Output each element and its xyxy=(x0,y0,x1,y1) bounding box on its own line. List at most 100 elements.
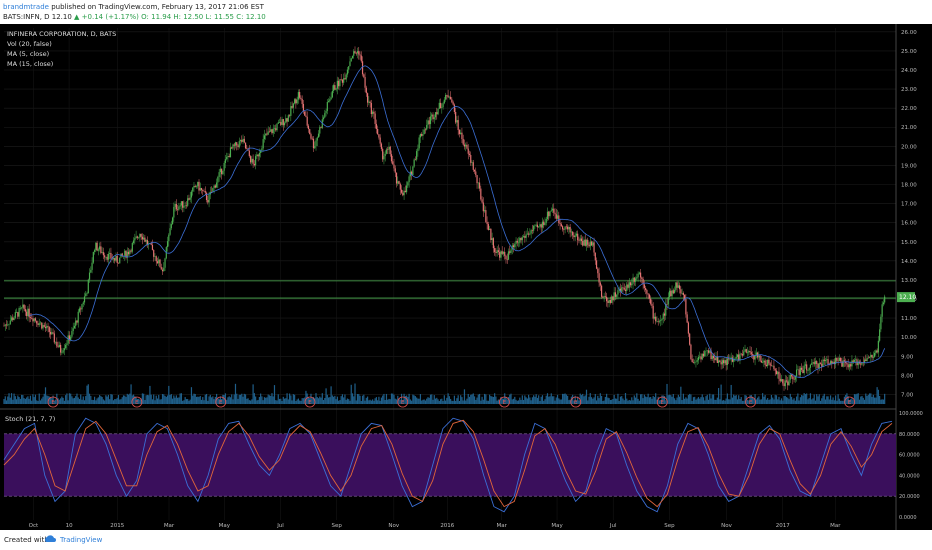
candle-body xyxy=(499,251,501,258)
volume-bar xyxy=(88,393,91,404)
candle-body xyxy=(578,240,580,241)
candle-body xyxy=(185,205,188,207)
candle-body xyxy=(719,360,721,363)
candle-body xyxy=(550,210,552,212)
candle-body xyxy=(51,332,53,335)
volume-bar xyxy=(524,395,526,404)
candle-body xyxy=(370,103,372,115)
candle-body xyxy=(258,152,260,157)
volume-bar xyxy=(312,396,315,404)
volume-bar xyxy=(873,397,876,404)
volume-bar xyxy=(143,393,145,404)
chart-svg[interactable]: E E E E E E E E E E 26.00 25.00 24.00 23.00 22.00 21.0… xyxy=(0,24,932,530)
author-link[interactable]: brandmtrade xyxy=(3,3,49,11)
candle-body xyxy=(475,171,477,176)
volume-bar xyxy=(343,397,345,404)
candle-body xyxy=(413,159,415,167)
candle-body xyxy=(829,361,832,365)
candle-body xyxy=(226,157,228,160)
tradingview-link[interactable]: TradingView xyxy=(60,536,103,544)
volume-bar xyxy=(185,399,188,404)
candle-body xyxy=(373,111,375,114)
candle-body xyxy=(553,208,555,213)
volume-bar xyxy=(146,394,149,404)
volume-bar xyxy=(494,393,496,404)
candle-body xyxy=(408,176,410,183)
candle-body xyxy=(795,369,798,376)
candle-body xyxy=(213,185,215,189)
volume-bar xyxy=(161,394,164,404)
volume-bar xyxy=(26,397,28,404)
candle-body xyxy=(485,210,487,222)
volume-bar xyxy=(423,399,425,404)
candle-body xyxy=(134,238,136,241)
volume-bar xyxy=(456,398,458,404)
candle-body xyxy=(43,325,45,327)
volume-bar xyxy=(607,397,609,404)
volume-bar xyxy=(375,397,377,404)
candle-body xyxy=(331,90,333,98)
candle-body xyxy=(155,256,157,262)
volume-bar xyxy=(525,397,527,404)
volume-bar xyxy=(855,394,857,404)
volume-bar xyxy=(726,393,729,404)
volume-bar xyxy=(868,393,871,404)
candle-body xyxy=(783,383,785,387)
candle-body xyxy=(82,302,84,305)
volume-bar xyxy=(760,399,762,404)
candle-body xyxy=(724,360,726,364)
footer: Created with TradingView xyxy=(0,530,932,550)
volume-bar xyxy=(578,400,580,404)
candle-body xyxy=(797,369,799,371)
candle-body xyxy=(329,99,331,102)
volume-bar xyxy=(335,399,337,404)
candle-body xyxy=(231,147,233,149)
volume-bar xyxy=(655,393,657,404)
volume-bar xyxy=(436,397,438,404)
candlesticks xyxy=(3,46,886,391)
candle-body xyxy=(26,311,28,317)
volume-bar xyxy=(290,395,292,404)
volume-bar xyxy=(81,399,83,404)
volume-bar xyxy=(728,399,730,404)
candle-body xyxy=(63,348,65,351)
candle-body xyxy=(314,146,316,149)
volume-bar xyxy=(740,397,742,404)
candle-body xyxy=(560,224,562,227)
volume-bar xyxy=(338,400,340,404)
volume-bar xyxy=(575,400,578,404)
candle-body xyxy=(403,190,405,196)
volume-bar xyxy=(662,395,664,404)
candle-body xyxy=(597,268,599,274)
support-lines xyxy=(4,280,896,299)
volume-bar xyxy=(473,396,476,404)
volume-bar xyxy=(246,398,248,404)
volume-bar xyxy=(465,400,467,404)
candle-body xyxy=(847,364,849,368)
candle-body xyxy=(214,185,216,188)
candle-body xyxy=(818,362,820,368)
volume-bar xyxy=(39,400,42,404)
candle-body xyxy=(183,205,185,208)
earnings-marker xyxy=(47,396,59,408)
candle-body xyxy=(260,150,262,153)
candle-body xyxy=(13,317,15,321)
volume-bar xyxy=(843,396,846,404)
candle-body xyxy=(880,316,882,330)
earnings-label: E xyxy=(135,400,139,406)
candle-body xyxy=(212,188,214,193)
volume-bar xyxy=(14,396,16,404)
candle-body xyxy=(512,245,515,248)
candle-body xyxy=(427,120,429,126)
volume-bar xyxy=(373,400,375,404)
volume-bar xyxy=(283,398,286,404)
volume-bar xyxy=(863,399,866,404)
candle-body xyxy=(343,78,345,83)
candle-body xyxy=(648,294,650,299)
chart-area[interactable]: E E E E E E E E E E 26.00 25.00 24.00 23.00 22.00 21.0… xyxy=(0,24,932,530)
candle-body xyxy=(545,218,547,223)
volume-bar xyxy=(543,400,545,404)
volume-bar xyxy=(558,398,560,404)
candle-body xyxy=(177,209,179,210)
volume-bar xyxy=(627,400,629,404)
